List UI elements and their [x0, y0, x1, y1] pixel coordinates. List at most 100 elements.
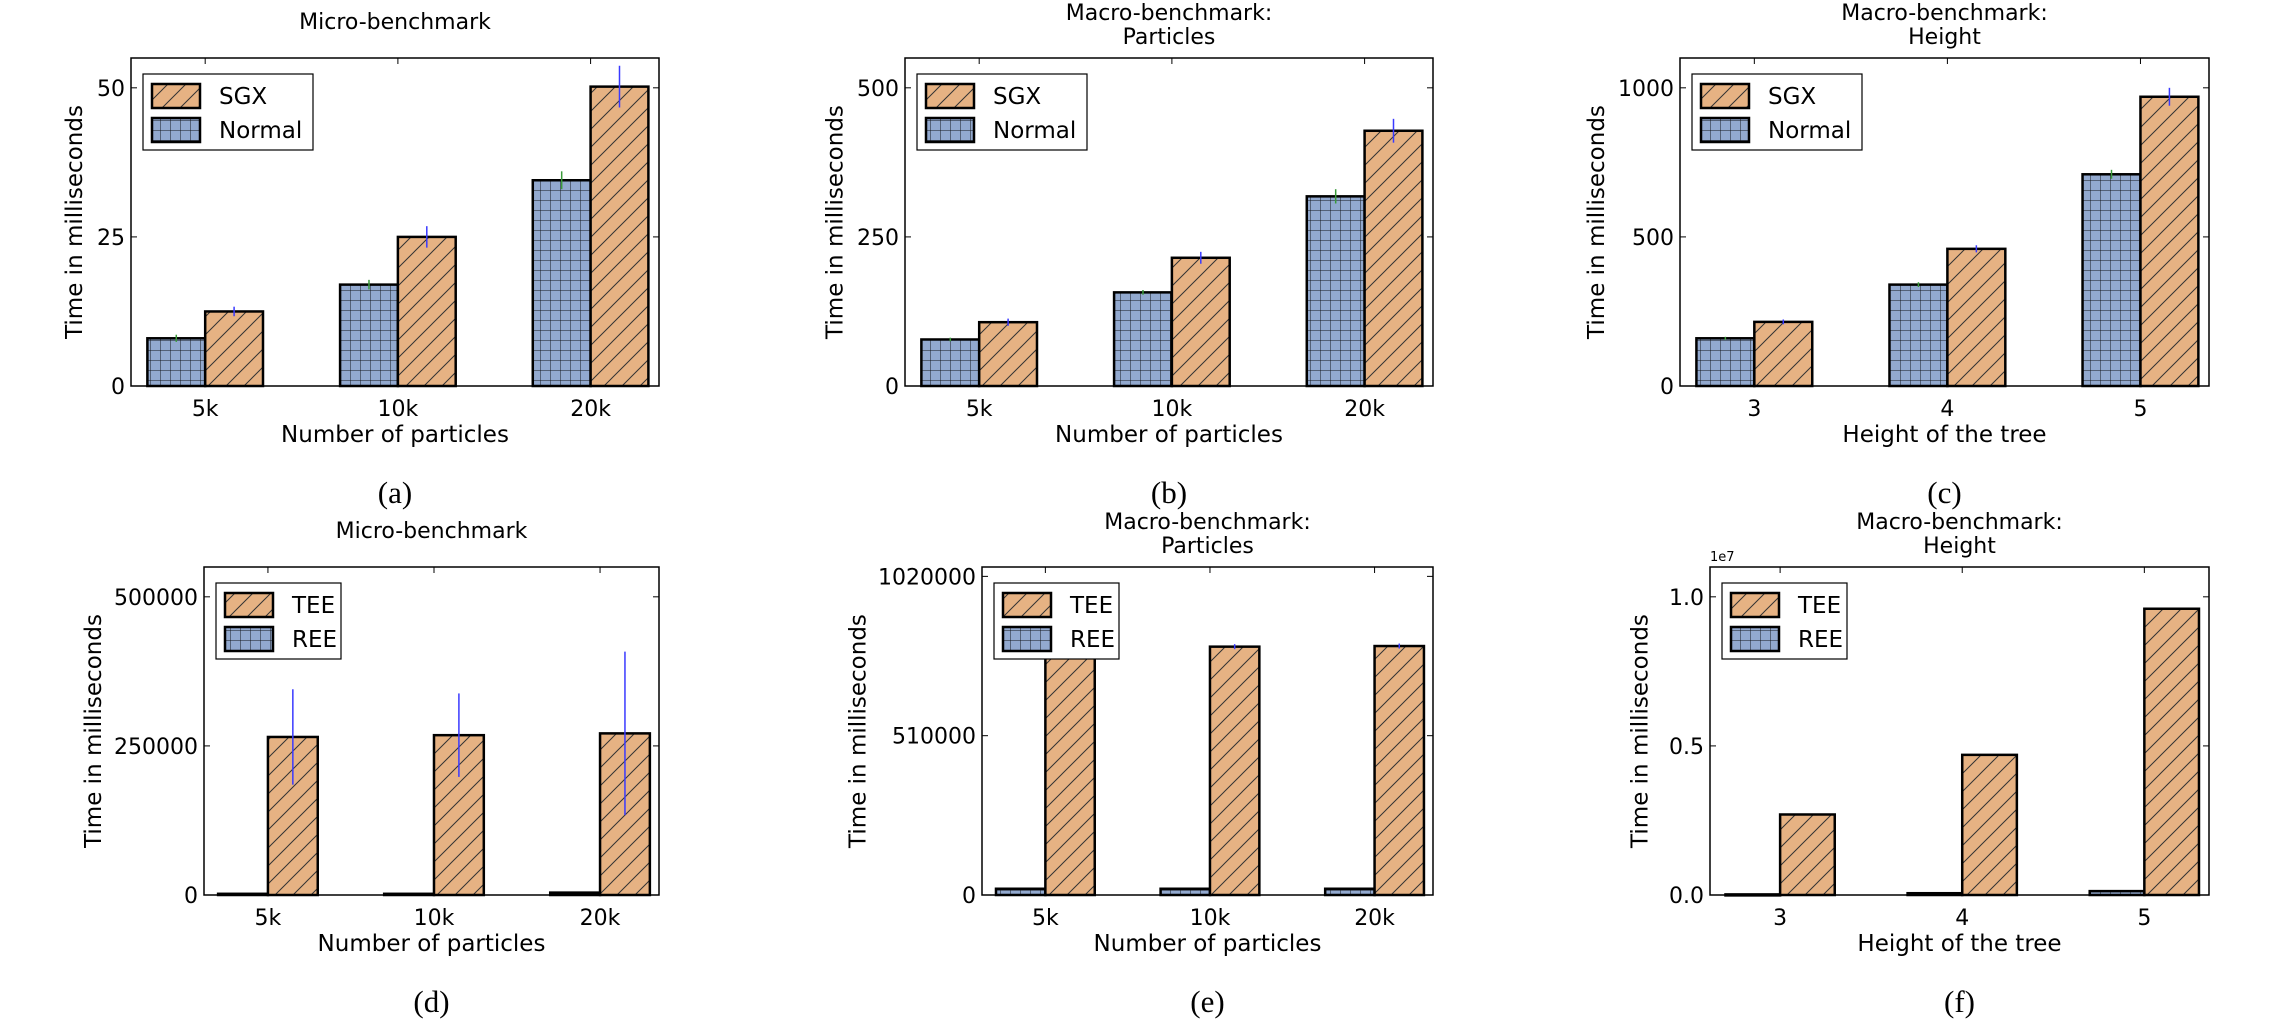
- bar-tee-20k: [1373, 644, 1426, 897]
- chart-title: Micro-benchmark: [299, 10, 491, 35]
- y-tick-label: 1000: [1618, 77, 1674, 102]
- legend-label-normal: Normal: [1768, 118, 1851, 144]
- legend-swatch-sgx: [1699, 82, 1751, 110]
- x-axis-label: Number of particles: [1055, 422, 1283, 448]
- bar-normal-5k: [920, 338, 981, 388]
- x-axis-label: Height of the tree: [1857, 931, 2061, 957]
- legend-label-ree: REE: [292, 627, 337, 653]
- x-tick-label: 20k: [1344, 397, 1385, 422]
- legend-swatch-normal: [924, 116, 976, 144]
- legend-swatch-tee: [1001, 591, 1053, 619]
- y-tick-label: 500000: [114, 586, 198, 611]
- y-axis-label: Time in milliseconds: [62, 105, 88, 340]
- x-tick-label: 10k: [414, 906, 455, 931]
- bar-sgx-5: [2139, 95, 2200, 388]
- legend-label-ree: REE: [1798, 627, 1843, 653]
- legend: TEE REE: [215, 582, 342, 660]
- y-tick-label: 500: [857, 77, 899, 102]
- y-tick-label: 0: [184, 884, 198, 909]
- x-tick-label: 10k: [1190, 906, 1231, 931]
- y-tick-label: 250: [857, 226, 899, 251]
- y-tick-label: 0: [111, 375, 125, 400]
- legend: TEE REE: [993, 582, 1120, 660]
- legend-label-sgx: SGX: [219, 84, 267, 110]
- chart-title: Macro-benchmark:: [1066, 1, 1273, 26]
- bar-tee-3: [1778, 813, 1837, 897]
- y-tick-label: 1.0: [1669, 586, 1704, 611]
- y-axis-label: Time in milliseconds: [846, 614, 872, 849]
- y-tick-label: 1020000: [878, 565, 976, 590]
- chart-title: Height: [1923, 534, 1996, 559]
- legend-label-normal: Normal: [993, 118, 1076, 144]
- bar-normal-5: [2081, 173, 2142, 388]
- panel-caption: (f): [1944, 984, 1975, 1019]
- bar-normal-10k: [338, 283, 400, 388]
- bar-sgx-5k: [203, 310, 265, 388]
- plot-frame: [1709, 566, 2210, 896]
- legend-swatch-ree: [1001, 625, 1053, 653]
- chart-title: Height: [1908, 25, 1981, 50]
- x-tick-label: 5k: [192, 397, 219, 422]
- x-tick-label: 4: [1940, 397, 1954, 422]
- legend-swatch-normal: [150, 116, 202, 144]
- legend-label-tee: TEE: [1069, 593, 1113, 619]
- x-tick-label: 4: [1955, 906, 1969, 931]
- bar-normal-20k: [1305, 195, 1366, 388]
- y-axis-label: Time in milliseconds: [823, 105, 849, 340]
- y-tick-label: 500: [1632, 226, 1674, 251]
- x-axis-label: Height of the tree: [1842, 422, 2046, 448]
- legend-swatch-tee: [223, 591, 275, 619]
- y-tick-label: 0.5: [1669, 735, 1704, 760]
- legend: SGX Normal: [1691, 73, 1863, 151]
- chart-title: Macro-benchmark:: [1856, 510, 2063, 535]
- legend: SGX Normal: [916, 73, 1088, 151]
- legend-label-tee: TEE: [291, 593, 335, 619]
- x-tick-label: 5: [2137, 906, 2151, 931]
- chart-panel-e: 0 510000 1020000 5k 10k 20k Macro-benchmark:Pa…: [846, 510, 1434, 1019]
- x-tick-label: 20k: [580, 906, 621, 931]
- legend-swatch-normal: [1699, 116, 1751, 144]
- x-axis-label: Number of particles: [281, 422, 509, 448]
- legend-label-ree: REE: [1070, 627, 1115, 653]
- bar-ree-20k: [1323, 887, 1376, 897]
- y-axis-label: Time in milliseconds: [81, 614, 107, 849]
- x-tick-label: 3: [1747, 397, 1761, 422]
- bar-normal-5k: [146, 337, 207, 388]
- chart-panel-f: 0.0 0.5 1.0 3 4 5 1e7 Macro-benchmark:Height Hei…: [1628, 510, 2210, 1019]
- chart-title: Particles: [1123, 25, 1216, 50]
- legend: TEE REE: [1721, 582, 1848, 660]
- bar-ree-10k: [1159, 887, 1212, 897]
- y-tick-label: 50: [97, 77, 125, 102]
- plot-frame: [1679, 57, 2210, 387]
- legend-label-normal: Normal: [219, 118, 302, 144]
- plot-frame: [981, 566, 1434, 896]
- chart-title: Micro-benchmark: [336, 519, 528, 544]
- bar-sgx-10k: [396, 235, 457, 388]
- bar-sgx-10k: [1170, 256, 1231, 388]
- y-tick-label: 0: [1660, 375, 1674, 400]
- x-tick-label: 3: [1773, 906, 1787, 931]
- y-axis-label: Time in milliseconds: [1628, 614, 1654, 849]
- chart-title: Macro-benchmark:: [1104, 510, 1311, 535]
- legend-swatch-sgx: [150, 82, 202, 110]
- x-tick-label: 5: [2133, 397, 2147, 422]
- chart-title: Particles: [1161, 534, 1254, 559]
- x-tick-label: 5k: [1032, 906, 1059, 931]
- chart-panel-d: 0 250000 500000 5k 10k 20k Micro-benchmark Numb…: [81, 519, 660, 1019]
- y-tick-label: 510000: [892, 725, 976, 750]
- chart-panel-a: 0 25 50 5k 10k 20k Micro-benchmark Number of pa…: [62, 10, 660, 510]
- y-axis-label: Time in milliseconds: [1584, 105, 1610, 340]
- y-tick-label: 0: [885, 375, 899, 400]
- panel-caption: (a): [378, 475, 412, 510]
- bar-normal-10k: [1112, 291, 1174, 388]
- bar-ree-5k: [994, 887, 1047, 897]
- bar-tee-10k: [1208, 645, 1261, 897]
- bar-sgx-3: [1753, 320, 1814, 388]
- legend-swatch-ree: [223, 625, 275, 653]
- legend-label-tee: TEE: [1797, 593, 1841, 619]
- legend-label-sgx: SGX: [993, 84, 1041, 110]
- plot-frame: [130, 57, 660, 387]
- y-tick-label: 0.0: [1669, 884, 1704, 909]
- x-tick-label: 10k: [1152, 397, 1193, 422]
- plot-frame: [904, 57, 1434, 387]
